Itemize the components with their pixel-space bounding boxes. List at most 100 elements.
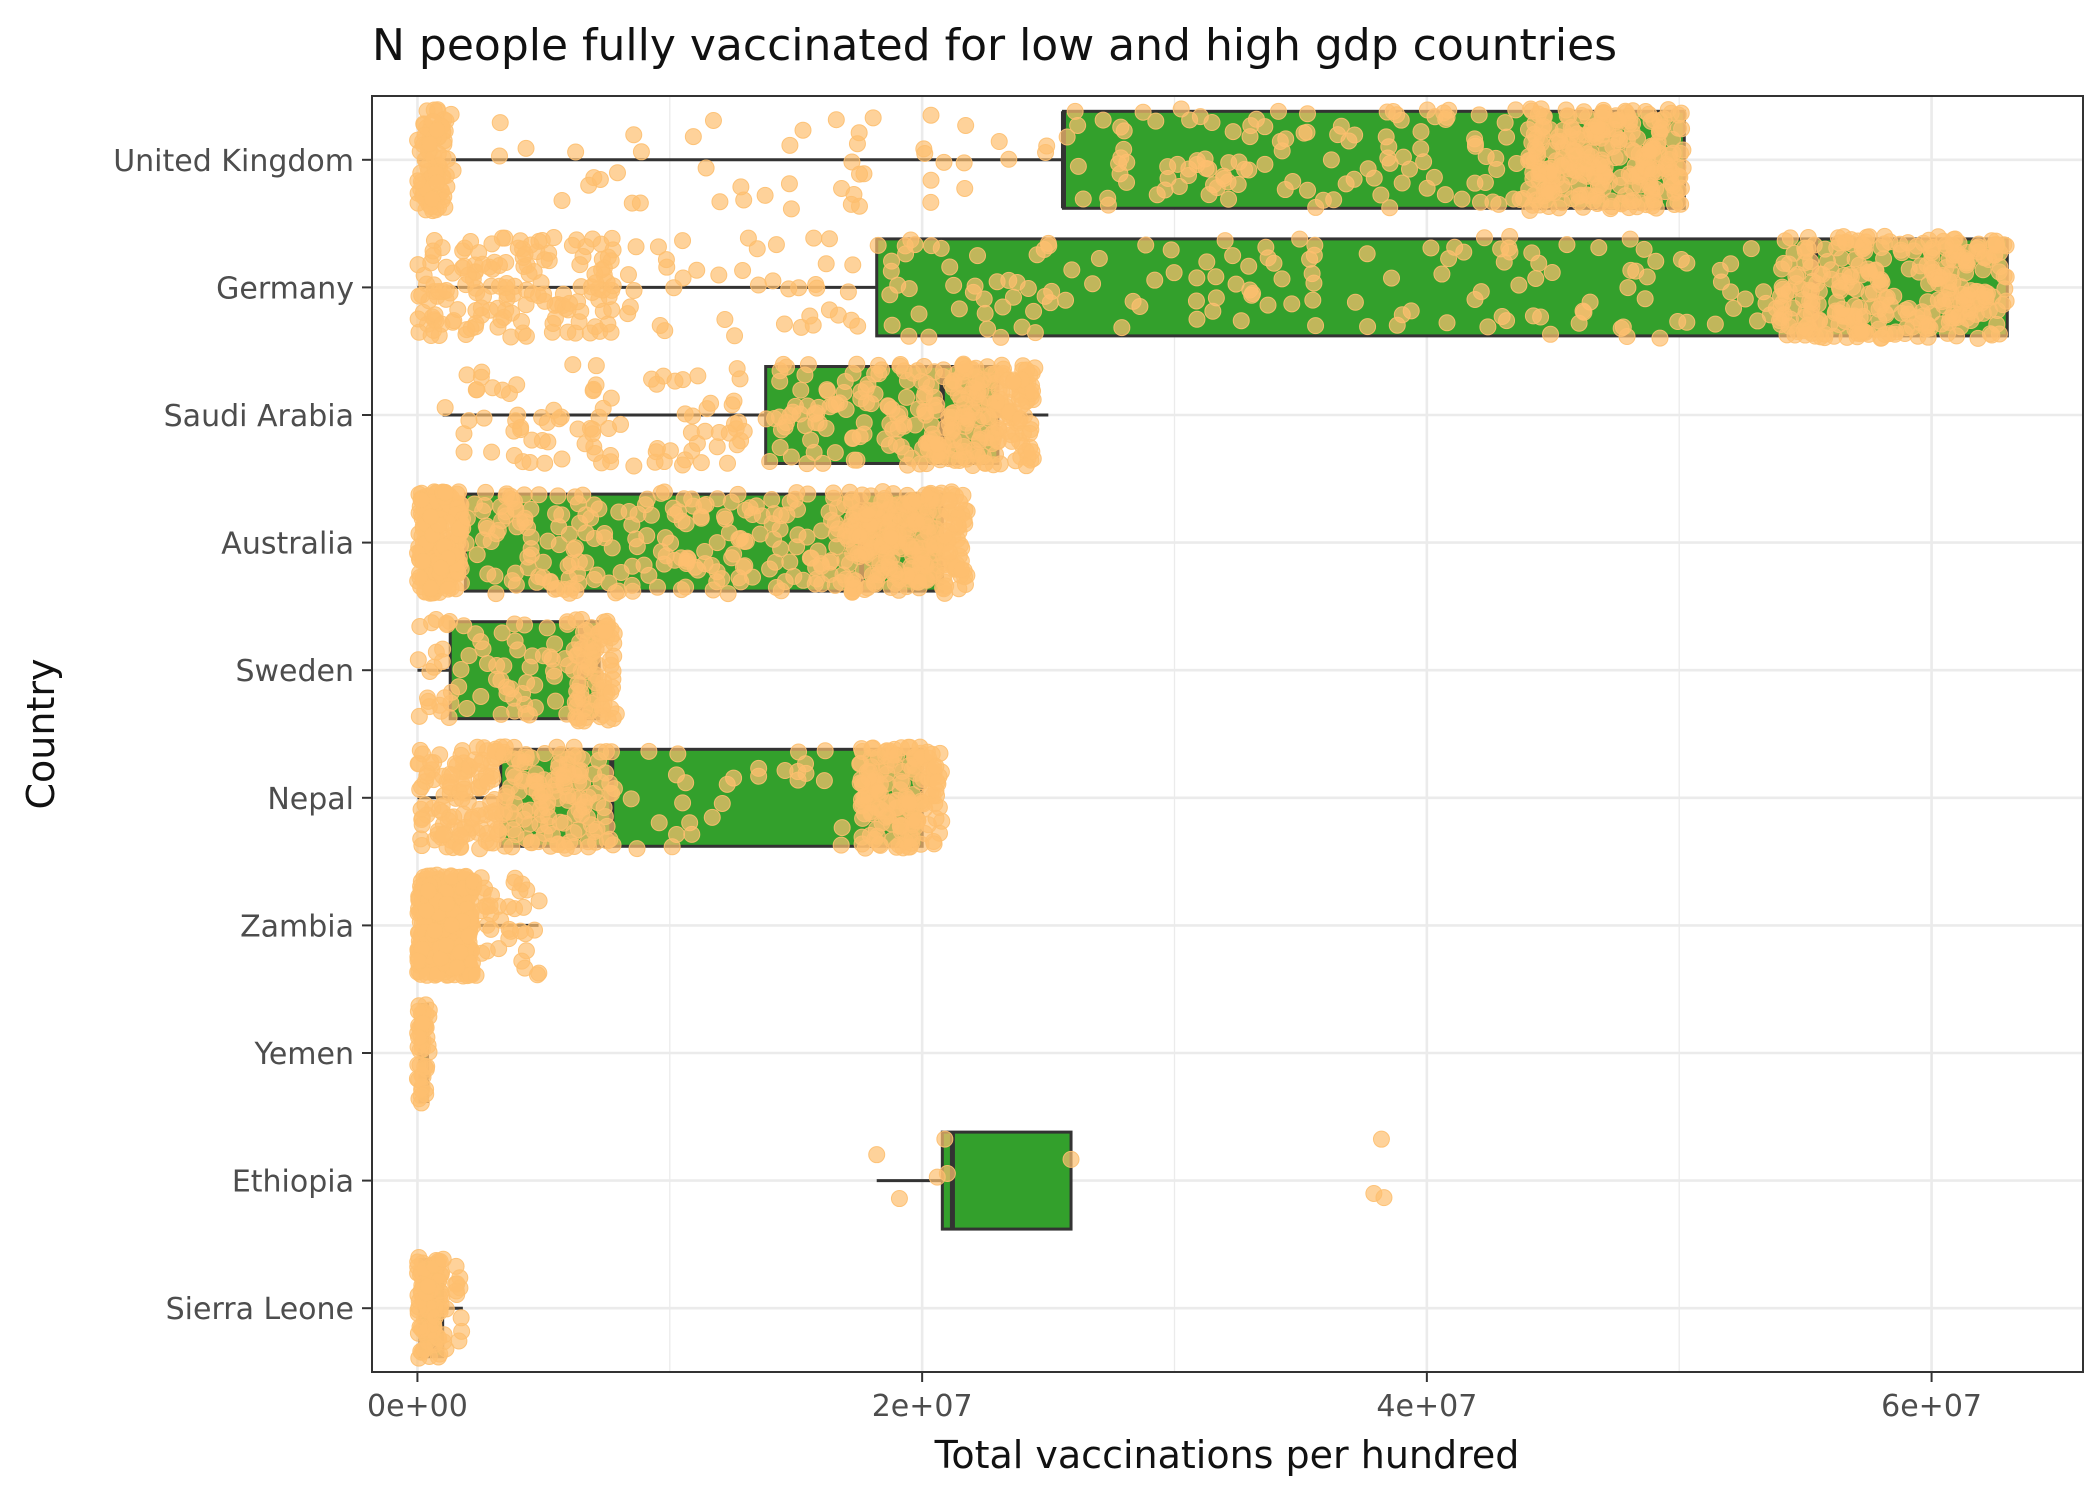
data-point <box>681 814 699 832</box>
data-point <box>716 508 734 526</box>
data-point <box>619 266 637 284</box>
data-point <box>525 772 543 790</box>
data-point <box>1306 236 1324 254</box>
data-point <box>780 280 798 298</box>
data-point <box>530 486 548 504</box>
data-point <box>587 274 605 292</box>
data-point <box>870 365 888 383</box>
data-point <box>622 790 640 808</box>
data-point <box>818 382 836 400</box>
data-point <box>435 1326 453 1344</box>
y-tick-label: Saudi Arabia <box>164 399 354 434</box>
data-point <box>922 193 940 211</box>
data-point <box>1778 326 1796 344</box>
data-point <box>1259 296 1277 314</box>
data-point <box>710 266 728 284</box>
data-point <box>595 799 613 817</box>
data-point <box>587 357 605 375</box>
data-point <box>1314 191 1332 209</box>
data-point <box>891 405 909 423</box>
data-point <box>954 357 972 375</box>
data-point <box>843 153 861 171</box>
data-point <box>519 548 537 566</box>
data-point <box>1618 328 1636 346</box>
data-point <box>1736 290 1754 308</box>
data-point <box>409 310 427 328</box>
data-point <box>708 573 726 591</box>
data-point <box>822 552 840 570</box>
data-point <box>566 488 584 506</box>
data-point <box>445 312 463 330</box>
data-point <box>782 448 800 466</box>
data-point <box>1021 424 1039 442</box>
data-point <box>1346 293 1364 311</box>
data-point <box>1838 328 1856 346</box>
data-point <box>516 959 534 977</box>
data-point <box>536 251 554 269</box>
points-yemen <box>408 996 438 1112</box>
data-point <box>1612 169 1630 187</box>
data-point <box>1345 170 1363 188</box>
data-point <box>410 1028 428 1046</box>
data-point <box>900 794 918 812</box>
data-point <box>1058 128 1076 146</box>
data-point <box>450 678 468 696</box>
data-point <box>1978 284 1996 302</box>
data-point <box>1074 190 1092 208</box>
data-point <box>844 429 862 447</box>
data-point <box>1590 239 1608 257</box>
y-axis-title: Country <box>19 659 63 810</box>
data-point <box>437 936 455 954</box>
data-point <box>850 124 868 142</box>
data-point <box>492 911 510 929</box>
data-point <box>1805 236 1823 254</box>
data-point <box>523 285 541 303</box>
data-point <box>511 922 529 940</box>
x-axis-title: Total vaccinations per hundred <box>934 1433 1520 1477</box>
data-point <box>1147 112 1165 130</box>
data-point <box>547 692 565 710</box>
data-point <box>1187 292 1205 310</box>
data-point <box>853 828 871 846</box>
data-point <box>505 446 523 464</box>
data-point <box>684 128 702 146</box>
data-point <box>1523 134 1541 152</box>
data-point <box>433 653 451 671</box>
data-point <box>414 1014 432 1032</box>
data-point <box>814 454 832 472</box>
data-point <box>957 116 975 134</box>
data-point <box>1188 152 1206 170</box>
data-point <box>669 745 687 763</box>
data-point <box>457 276 475 294</box>
data-point <box>825 396 843 414</box>
data-point <box>928 435 946 453</box>
data-point <box>916 384 934 402</box>
data-point <box>472 368 490 386</box>
data-point <box>935 527 953 545</box>
data-point <box>1500 239 1518 257</box>
data-point <box>1638 268 1656 286</box>
data-point <box>750 759 768 777</box>
data-point <box>604 836 622 854</box>
data-point <box>475 409 493 427</box>
y-tick-label: Sweden <box>235 654 354 689</box>
data-point <box>1188 269 1206 287</box>
data-point <box>453 790 471 808</box>
data-point <box>1298 123 1316 141</box>
data-point <box>789 526 807 544</box>
data-point <box>941 258 959 276</box>
data-point <box>1084 275 1102 293</box>
data-point <box>1772 309 1790 327</box>
data-point <box>1816 325 1834 343</box>
data-point <box>950 300 968 318</box>
data-point <box>935 580 953 598</box>
data-point <box>1322 151 1340 169</box>
data-point <box>688 261 706 279</box>
data-point <box>857 380 875 398</box>
data-point <box>628 840 646 858</box>
data-point <box>1833 300 1851 318</box>
data-point <box>1910 263 1928 281</box>
data-point <box>679 550 697 568</box>
data-point <box>898 566 916 584</box>
